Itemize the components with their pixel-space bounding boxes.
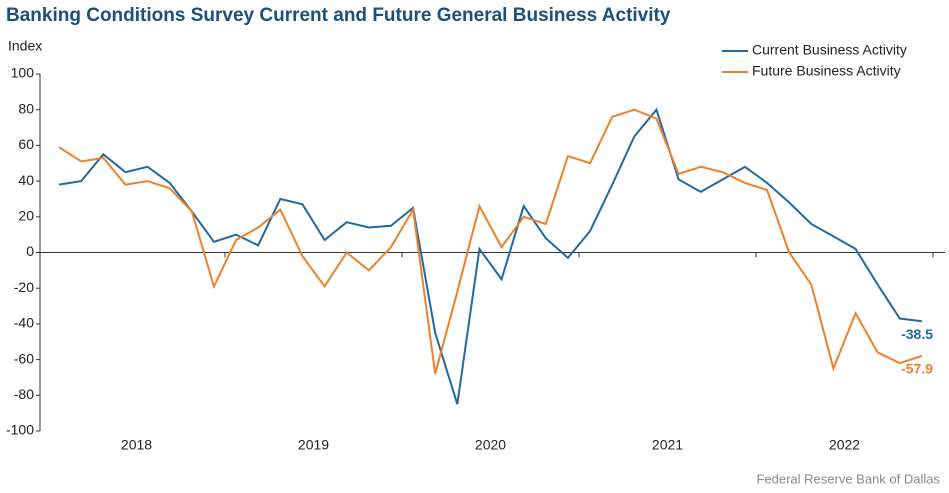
x-tick-label: 2019 (298, 437, 329, 453)
y-tick-label: 80 (18, 100, 34, 116)
y-tick-label: -80 (14, 386, 34, 402)
y-tick-label: -100 (6, 422, 34, 438)
x-tick-label: 2020 (475, 437, 506, 453)
y-tick-label: 20 (18, 208, 34, 224)
y-tick-label: 40 (18, 172, 34, 188)
y-tick-label: 60 (18, 136, 34, 152)
source: Federal Reserve Bank of Dallas (756, 471, 940, 486)
y-axis-label: Index (8, 38, 42, 54)
legend-label: Current Business Activity (752, 42, 907, 58)
y-tick-label: -60 (14, 350, 34, 366)
chart-title: Banking Conditions Survey Current and Fu… (6, 5, 671, 26)
legend-label: Future Business Activity (752, 63, 901, 79)
y-tick-label: 0 (26, 243, 34, 259)
x-tick-label: 2021 (652, 437, 683, 453)
x-tick-label: 2022 (829, 437, 860, 453)
y-tick-label: -20 (14, 279, 34, 295)
series-line (58, 107, 923, 405)
y-tick-label: -40 (14, 315, 34, 331)
y-tick-label: 100 (11, 65, 35, 81)
end-label: -38.5 (901, 326, 933, 342)
x-tick-label: 2018 (121, 437, 152, 453)
series-line (58, 108, 923, 375)
end-label: -57.9 (901, 361, 933, 377)
